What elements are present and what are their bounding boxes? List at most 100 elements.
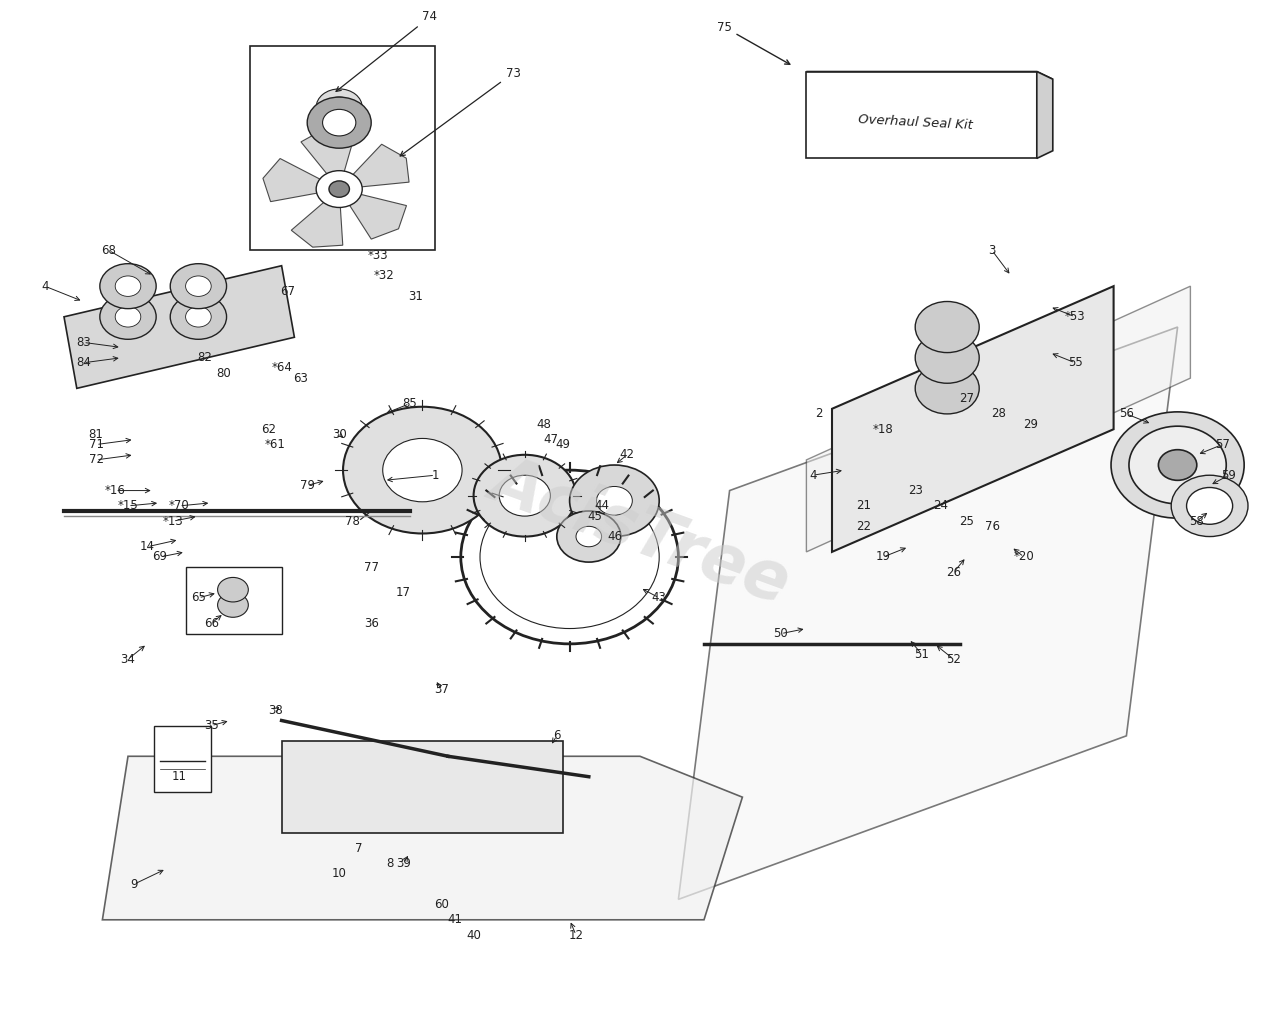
Text: 7: 7: [355, 842, 362, 854]
Text: 65: 65: [191, 592, 206, 604]
Text: 72: 72: [88, 454, 104, 466]
Text: 12: 12: [568, 929, 584, 941]
Circle shape: [186, 276, 211, 296]
Text: 67: 67: [280, 285, 296, 297]
Text: AcisTree: AcisTree: [481, 447, 799, 616]
Text: 82: 82: [197, 352, 212, 364]
Text: 71: 71: [88, 438, 104, 451]
Text: 39: 39: [396, 857, 411, 870]
Text: 35: 35: [204, 719, 219, 732]
Polygon shape: [1037, 72, 1052, 158]
Circle shape: [557, 511, 621, 562]
Text: 76: 76: [984, 520, 1000, 532]
Text: *53: *53: [1065, 311, 1085, 323]
Circle shape: [115, 307, 141, 327]
Text: 57: 57: [1215, 438, 1230, 451]
Text: 30: 30: [332, 428, 347, 440]
Bar: [250, 46, 435, 250]
Text: 74: 74: [337, 10, 438, 91]
Text: 23: 23: [908, 484, 923, 497]
Text: 79: 79: [300, 479, 315, 492]
Polygon shape: [806, 286, 1190, 552]
Circle shape: [333, 102, 346, 112]
Text: 8: 8: [387, 857, 394, 870]
Text: *15: *15: [118, 500, 138, 512]
Bar: [154, 726, 211, 792]
Text: 42: 42: [620, 449, 635, 461]
Polygon shape: [301, 128, 355, 189]
Text: 19: 19: [876, 551, 891, 563]
Text: 50: 50: [773, 628, 788, 640]
Circle shape: [329, 181, 349, 197]
Circle shape: [499, 475, 550, 516]
Text: 80: 80: [216, 367, 232, 379]
Circle shape: [100, 264, 156, 309]
Text: 34: 34: [120, 653, 136, 665]
Circle shape: [307, 97, 371, 148]
Text: 73: 73: [401, 66, 521, 156]
Text: *64: *64: [271, 362, 292, 374]
Polygon shape: [806, 72, 1052, 80]
Text: 38: 38: [268, 704, 283, 716]
Text: 63: 63: [293, 372, 308, 384]
Text: *70: *70: [169, 500, 189, 512]
Text: 44: 44: [594, 500, 609, 512]
Bar: [186, 567, 282, 634]
Text: 84: 84: [76, 357, 91, 369]
Text: *18: *18: [873, 423, 893, 435]
Circle shape: [218, 577, 248, 602]
Text: *61: *61: [265, 438, 285, 451]
Text: 43: 43: [652, 592, 667, 604]
Text: 59: 59: [1221, 469, 1236, 481]
Text: 31: 31: [408, 290, 424, 303]
Circle shape: [170, 294, 227, 339]
Text: *16: *16: [105, 484, 125, 497]
Text: 36: 36: [364, 617, 379, 630]
Text: 28: 28: [991, 408, 1006, 420]
Polygon shape: [339, 189, 407, 239]
Text: 3: 3: [988, 244, 996, 257]
Text: 22: 22: [856, 520, 872, 532]
Text: 69: 69: [152, 551, 168, 563]
Circle shape: [100, 294, 156, 339]
Text: 4: 4: [809, 469, 817, 481]
Text: 75: 75: [717, 20, 790, 64]
Text: 60: 60: [434, 898, 449, 911]
Text: 6: 6: [553, 730, 561, 742]
Circle shape: [915, 301, 979, 353]
Text: 10: 10: [332, 868, 347, 880]
Text: 66: 66: [204, 617, 219, 630]
Circle shape: [115, 276, 141, 296]
Text: *32: *32: [374, 270, 394, 282]
Circle shape: [474, 455, 576, 537]
Text: 83: 83: [76, 336, 91, 349]
Text: *33: *33: [367, 249, 388, 262]
Text: 56: 56: [1119, 408, 1134, 420]
Text: 11: 11: [172, 771, 187, 783]
Polygon shape: [832, 286, 1114, 552]
Text: 27: 27: [959, 392, 974, 405]
Text: 21: 21: [856, 500, 872, 512]
Text: 37: 37: [434, 684, 449, 696]
Circle shape: [323, 109, 356, 136]
Text: *13: *13: [163, 515, 183, 527]
Text: 1: 1: [431, 469, 439, 481]
Text: 78: 78: [344, 515, 360, 527]
Circle shape: [570, 465, 659, 537]
Text: 41: 41: [447, 914, 462, 926]
Text: *20: *20: [1014, 551, 1034, 563]
Polygon shape: [678, 327, 1178, 899]
Polygon shape: [292, 189, 343, 247]
Text: 58: 58: [1189, 515, 1204, 527]
Text: 77: 77: [364, 561, 379, 573]
Text: 26: 26: [946, 566, 961, 578]
Text: 49: 49: [556, 438, 571, 451]
Circle shape: [1158, 450, 1197, 480]
Circle shape: [1111, 412, 1244, 518]
Text: 4: 4: [41, 280, 49, 292]
Circle shape: [915, 363, 979, 414]
Text: 85: 85: [402, 398, 417, 410]
Circle shape: [326, 97, 352, 118]
Text: 14: 14: [140, 541, 155, 553]
Text: 47: 47: [543, 433, 558, 446]
